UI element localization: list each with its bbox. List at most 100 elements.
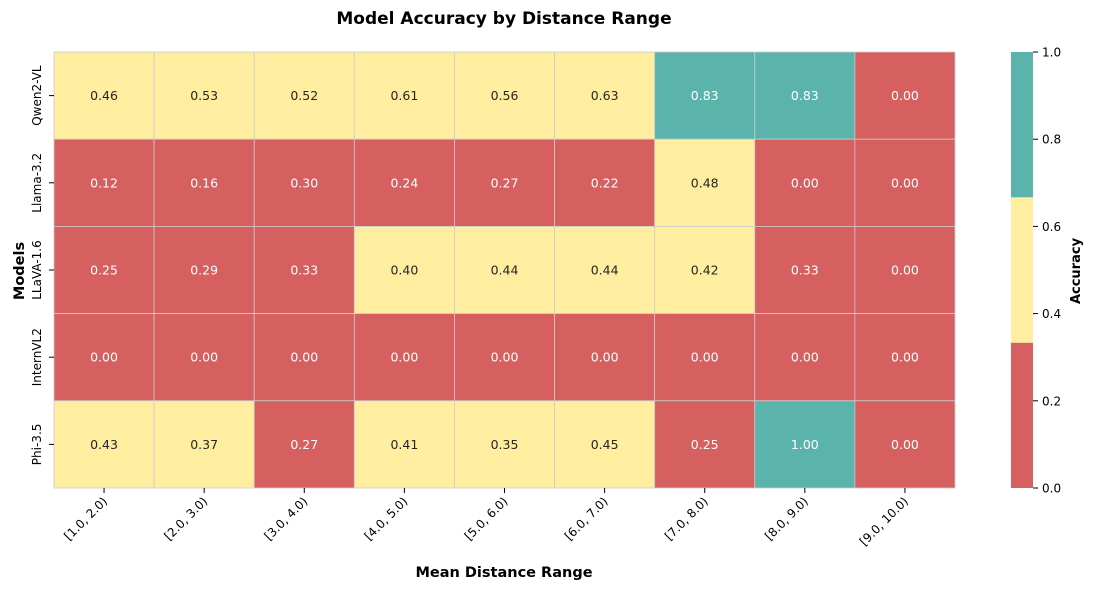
heatmap-cell (153, 313, 255, 402)
cell-value-label: 0.22 (591, 175, 619, 190)
colorbar-tick-label: 0.0 (1042, 482, 1061, 496)
heatmap-cell (854, 138, 956, 227)
colorbar-segment (1011, 342, 1033, 488)
heatmap-cell (253, 51, 355, 140)
cell-value-label: 0.00 (491, 350, 519, 365)
cell-value-label: 0.00 (891, 175, 919, 190)
y-tick-label: Phi-3.5 (30, 424, 44, 466)
cell-value-label: 0.44 (491, 263, 519, 278)
cell-value-label: 0.00 (891, 350, 919, 365)
heatmap-cell (353, 138, 455, 227)
x-axis-ticks: [1.0, 2.0) [2.0, 3.0) [3.0, 4.0) [4.0, 5.0)… (61, 488, 911, 549)
cell-value-label: 0.30 (290, 175, 318, 190)
cell-value-label: 0.00 (891, 88, 919, 103)
cell-value-label: 0.00 (90, 350, 118, 365)
cell-value-label: 0.12 (90, 175, 118, 190)
x-tick-label: [8.0, 9.0) (762, 494, 811, 543)
heatmap-cell (53, 400, 155, 489)
cell-value-label: 0.00 (190, 350, 218, 365)
cell-value-label: 0.25 (90, 263, 118, 278)
cell-value-label: 0.63 (591, 88, 619, 103)
heatmap-cell (253, 138, 355, 227)
heatmap-cell (454, 51, 555, 140)
cell-value-label: 0.27 (290, 437, 318, 452)
colorbar-segment (1011, 197, 1033, 343)
heatmap-cell (153, 225, 255, 314)
colorbar-tick-label: 0.2 (1042, 394, 1061, 408)
heatmap-cell (53, 138, 155, 227)
heatmap-cell (53, 51, 155, 140)
cell-value-label: 0.83 (791, 88, 819, 103)
y-tick-label: InternVL2 (30, 328, 44, 386)
cell-value-label: 0.52 (290, 88, 318, 103)
heatmap-cell (654, 138, 756, 227)
x-tick-label: [4.0, 5.0) (362, 494, 411, 543)
cell-value-label: 1.00 (791, 437, 819, 452)
heatmap-cell (353, 313, 455, 402)
colorbar-tick-label: 1.0 (1042, 46, 1061, 60)
colorbar-tick-label: 0.4 (1042, 307, 1061, 321)
heatmap-cell (53, 313, 155, 402)
cell-value-label: 0.41 (390, 437, 418, 452)
heatmap-cell (754, 51, 856, 140)
heatmap-cell (454, 138, 555, 227)
cell-value-label: 0.00 (390, 350, 418, 365)
x-tick-label: [3.0, 4.0) (261, 494, 310, 543)
cell-value-label: 0.00 (691, 350, 719, 365)
x-tick-label: [1.0, 2.0) (61, 494, 110, 543)
heatmap-cell (253, 225, 355, 314)
x-tick-label: [7.0, 8.0) (662, 494, 711, 543)
cell-value-label: 0.00 (290, 350, 318, 365)
cell-value-label: 0.37 (190, 437, 218, 452)
colorbar-label: Accuracy (1069, 237, 1084, 304)
cell-value-label: 0.24 (390, 175, 418, 190)
cell-value-label: 0.29 (190, 263, 218, 278)
x-axis-label: Mean Distance Range (415, 565, 592, 581)
cell-value-label: 0.46 (90, 88, 118, 103)
cell-value-label: 0.53 (190, 88, 218, 103)
cell-value-label: 0.33 (791, 263, 819, 278)
x-tick-label: [6.0, 7.0) (562, 494, 611, 543)
cell-value-label: 0.83 (691, 88, 719, 103)
heatmap-cell (353, 51, 455, 140)
cell-value-label: 0.40 (390, 263, 418, 278)
cell-value-label: 0.00 (791, 350, 819, 365)
heatmap-cell (554, 51, 656, 140)
heatmap-cell (654, 400, 756, 489)
heatmap-cell (454, 225, 555, 314)
y-tick-label: Llama-3.2 (30, 153, 44, 213)
heatmap-cell (854, 400, 956, 489)
cell-value-label: 0.00 (591, 350, 619, 365)
colorbar-segment (1011, 52, 1033, 198)
cell-value-label: 0.35 (491, 437, 519, 452)
cell-value-label: 0.16 (190, 175, 218, 190)
heatmap-cell (554, 400, 656, 489)
heatmap-cell (353, 225, 455, 314)
heatmap-cell (153, 400, 255, 489)
heatmap-cell (353, 400, 455, 489)
colorbar: 0.0 0.2 0.4 0.6 0.8 1.0 (1011, 46, 1061, 496)
cell-value-label: 0.00 (791, 175, 819, 190)
cell-value-label: 0.00 (891, 437, 919, 452)
colorbar-tick-label: 0.8 (1042, 133, 1061, 147)
cell-value-label: 0.48 (691, 175, 719, 190)
cell-value-label: 0.00 (891, 263, 919, 278)
cell-value-label: 0.44 (591, 263, 619, 278)
heatmap-cell (554, 138, 656, 227)
heatmap-cell (854, 225, 956, 314)
cell-value-label: 0.33 (290, 263, 318, 278)
cell-value-label: 0.27 (491, 175, 519, 190)
cell-value-label: 0.43 (90, 437, 118, 452)
colorbar-tick-label: 0.6 (1042, 220, 1061, 234)
chart-title: Model Accuracy by Distance Range (336, 9, 671, 29)
x-tick-label: [5.0, 6.0) (462, 494, 511, 543)
heatmap-cell (754, 313, 856, 402)
heatmap-cells: 0.46 0.53 0.52 0.61 0.56 0.63 0.83 0.83 0.00 0.12… (53, 51, 956, 489)
cell-value-label: 0.56 (491, 88, 519, 103)
x-tick-label: [2.0, 3.0) (161, 494, 210, 543)
heatmap-cell (854, 313, 956, 402)
heatmap-cell (53, 225, 155, 314)
heatmap-cell (654, 225, 756, 314)
y-tick-label: Qwen2-VL (30, 65, 44, 126)
